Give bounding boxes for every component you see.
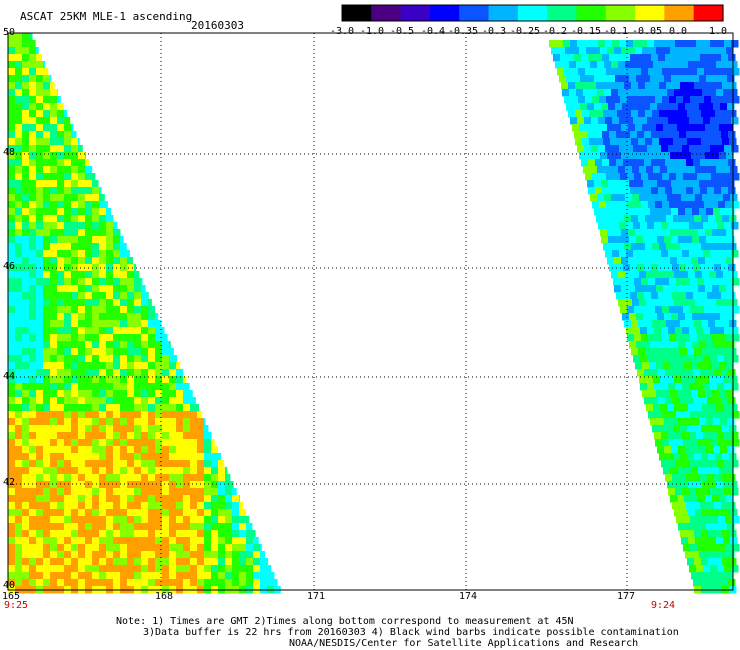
colorbar-label: 0.0 xyxy=(668,26,688,37)
colorbar-label: -3.0 xyxy=(329,26,355,37)
colorbar-label: 1.0 xyxy=(708,26,728,37)
colorbar-label: -0.5 xyxy=(389,26,415,37)
swath-left xyxy=(8,33,281,594)
colorbar-swatch xyxy=(635,5,665,21)
colorbar-swatch xyxy=(459,5,490,21)
colorbar-swatch xyxy=(342,5,372,21)
lat-lon-grid xyxy=(8,33,733,590)
note-line-2: 3)Data buffer is 22 hrs from 20160303 4)… xyxy=(143,627,679,638)
colorbar-swatch xyxy=(664,5,695,21)
map-frame xyxy=(7,32,734,591)
map-title: ASCAT 25KM MLE-1 ascending xyxy=(20,10,193,23)
colorbar-border xyxy=(341,4,724,22)
lat-label: 44 xyxy=(3,371,16,382)
lon-label: 174 xyxy=(459,591,478,602)
note-line-1: Note: 1) Times are GMT 2)Times along bot… xyxy=(116,616,574,627)
lat-label: 50 xyxy=(3,27,16,38)
lon-label: 171 xyxy=(307,591,326,602)
lat-label: 48 xyxy=(3,147,16,158)
colorbar-label: -0.05 xyxy=(631,26,663,37)
colorbar-swatch xyxy=(576,5,607,21)
colorbar-label: -0.3 xyxy=(481,26,507,37)
lat-label: 46 xyxy=(3,261,16,272)
colorbar-swatch xyxy=(371,5,402,21)
colorbar-swatch xyxy=(517,5,548,21)
colorbar-label: -0.35 xyxy=(447,26,479,37)
lat-label: 40 xyxy=(3,580,16,591)
lat-label: 42 xyxy=(3,477,16,488)
colorbar-label: -0.15 xyxy=(570,26,602,37)
time-right: 9:24 xyxy=(651,600,676,611)
colorbar-label: -0.4 xyxy=(420,26,446,37)
map-date: 20160303 xyxy=(191,19,244,32)
lon-label: 168 xyxy=(155,591,174,602)
colorbar-swatch xyxy=(429,5,460,21)
colorbar-swatch xyxy=(693,5,724,21)
note-line-3: NOAA/NESDIS/Center for Satellite Applica… xyxy=(289,638,639,649)
colorbar-label: -0.1 xyxy=(603,26,629,37)
time-left: 9:25 xyxy=(4,600,29,611)
colorbar-label: -0.2 xyxy=(542,26,568,37)
swath-right xyxy=(549,40,740,594)
colorbar-swatch xyxy=(605,5,636,21)
lon-label: 165 xyxy=(2,591,21,602)
colorbar-label: -1.0 xyxy=(359,26,385,37)
lon-label: 177 xyxy=(617,591,636,602)
colorbar-swatch xyxy=(547,5,578,21)
colorbar-label: -0.25 xyxy=(509,26,541,37)
colorbar-swatch xyxy=(400,5,431,21)
colorbar-swatch xyxy=(488,5,519,21)
colorbar xyxy=(341,4,724,22)
